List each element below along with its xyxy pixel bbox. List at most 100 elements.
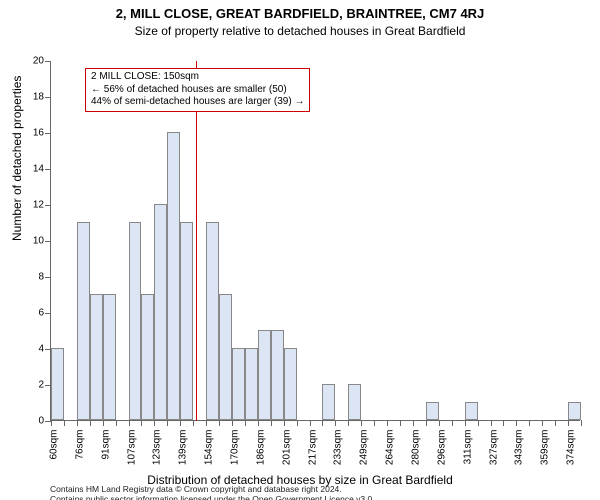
x-tick — [154, 420, 155, 426]
chart-subtitle: Size of property relative to detached ho… — [0, 24, 600, 38]
y-tick — [45, 169, 51, 170]
histogram-bar — [426, 402, 439, 420]
y-tick — [45, 61, 51, 62]
x-tick — [284, 420, 285, 426]
y-tick-label: 6 — [14, 308, 44, 319]
y-tick-label: 0 — [14, 416, 44, 427]
histogram-bar — [322, 384, 335, 420]
histogram-bar — [154, 204, 167, 420]
x-tick-label: 311sqm — [462, 430, 473, 465]
annotation-line: ← 56% of detached houses are smaller (50… — [91, 84, 304, 97]
x-tick — [271, 420, 272, 426]
x-tick-label: 264sqm — [385, 430, 396, 466]
y-tick — [45, 133, 51, 134]
annotation-box: 2 MILL CLOSE: 150sqm← 56% of detached ho… — [85, 68, 310, 112]
x-tick-label: 139sqm — [178, 430, 189, 466]
histogram-bar — [245, 348, 258, 420]
chart-title: 2, MILL CLOSE, GREAT BARDFIELD, BRAINTRE… — [0, 6, 600, 21]
histogram-bar — [129, 222, 142, 420]
x-tick — [232, 420, 233, 426]
x-tick — [335, 420, 336, 426]
histogram-bar — [103, 294, 116, 420]
y-tick-label: 20 — [14, 56, 44, 67]
y-tick-label: 8 — [14, 272, 44, 283]
x-tick — [129, 420, 130, 426]
x-tick-label: 217sqm — [307, 430, 318, 466]
x-tick-label: 123sqm — [152, 430, 163, 466]
x-tick — [439, 420, 440, 426]
x-tick — [116, 420, 117, 426]
x-tick — [374, 420, 375, 426]
x-tick-label: 327sqm — [488, 430, 499, 466]
y-tick — [45, 277, 51, 278]
x-tick-label: 359sqm — [540, 430, 551, 466]
x-tick-label: 201sqm — [281, 430, 292, 466]
x-tick-label: 154sqm — [204, 430, 215, 466]
x-tick — [400, 420, 401, 426]
x-tick — [516, 420, 517, 426]
histogram-bar — [348, 384, 361, 420]
x-tick — [542, 420, 543, 426]
marker-line — [196, 61, 197, 421]
footer-line1: Contains HM Land Registry data © Crown c… — [50, 484, 375, 494]
histogram-bar — [258, 330, 271, 420]
x-tick — [64, 420, 65, 426]
x-tick — [206, 420, 207, 426]
x-tick — [245, 420, 246, 426]
histogram-bar — [219, 294, 232, 420]
y-tick — [45, 97, 51, 98]
x-tick — [465, 420, 466, 426]
chart-container: 2, MILL CLOSE, GREAT BARDFIELD, BRAINTRE… — [0, 6, 600, 500]
x-tick — [310, 420, 311, 426]
x-tick — [141, 420, 142, 426]
y-axis-label: Number of detached properties — [10, 76, 24, 241]
x-tick-label: 233sqm — [333, 430, 344, 466]
y-tick — [45, 241, 51, 242]
x-tick-label: 374sqm — [566, 430, 577, 466]
histogram-bar — [180, 222, 193, 420]
histogram-bar — [465, 402, 478, 420]
histogram-bar — [206, 222, 219, 420]
x-tick — [297, 420, 298, 426]
histogram-bar — [232, 348, 245, 420]
x-tick — [478, 420, 479, 426]
y-tick-label: 2 — [14, 380, 44, 391]
x-tick — [193, 420, 194, 426]
histogram-bar — [271, 330, 284, 420]
footer-line2: Contains public sector information licen… — [50, 494, 375, 500]
annotation-line: 44% of semi-detached houses are larger (… — [91, 96, 304, 109]
annotation-line: 2 MILL CLOSE: 150sqm — [91, 71, 304, 84]
x-tick — [503, 420, 504, 426]
x-tick — [219, 420, 220, 426]
x-tick — [180, 420, 181, 426]
y-tick — [45, 313, 51, 314]
x-tick — [529, 420, 530, 426]
x-tick-label: 186sqm — [255, 430, 266, 466]
histogram-bar — [90, 294, 103, 420]
x-tick — [568, 420, 569, 426]
footer: Contains HM Land Registry data © Crown c… — [50, 484, 375, 500]
x-tick-label: 60sqm — [49, 430, 60, 460]
plot-outer: 0246810121416182060sqm76sqm91sqm107sqm12… — [50, 61, 580, 421]
x-tick-label: 296sqm — [436, 430, 447, 466]
x-tick — [581, 420, 582, 426]
x-tick-label: 107sqm — [126, 430, 137, 466]
y-tick-label: 4 — [14, 344, 44, 355]
histogram-bar — [568, 402, 581, 420]
histogram-bar — [167, 132, 180, 420]
x-tick — [103, 420, 104, 426]
x-tick-label: 249sqm — [359, 430, 370, 466]
x-tick-label: 91sqm — [100, 430, 111, 460]
x-tick — [322, 420, 323, 426]
x-tick — [348, 420, 349, 426]
x-tick-label: 280sqm — [410, 430, 421, 466]
x-tick — [90, 420, 91, 426]
x-tick — [77, 420, 78, 426]
x-tick — [51, 420, 52, 426]
x-tick — [555, 420, 556, 426]
y-tick — [45, 205, 51, 206]
x-tick — [387, 420, 388, 426]
histogram-bar — [77, 222, 90, 420]
plot-area: 0246810121416182060sqm76sqm91sqm107sqm12… — [50, 61, 580, 421]
x-tick — [258, 420, 259, 426]
